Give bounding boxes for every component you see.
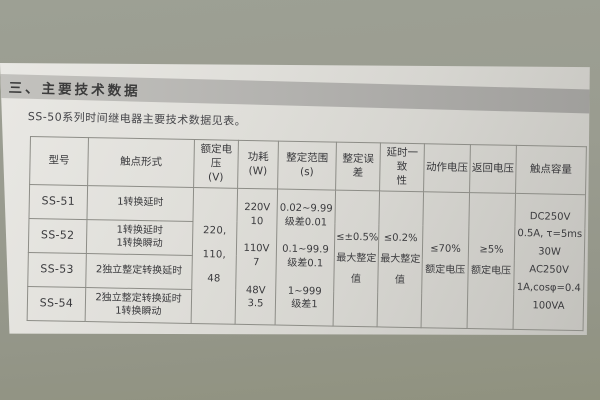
return-voltage-cell: ≥5% 额定电压 <box>467 192 516 329</box>
section-heading: 三、主要技术数据 <box>8 80 141 100</box>
document-page: 三、主要技术数据 SS-50系列时间继电器主要技术数据见表。 型号 触点形式 额… <box>0 63 590 335</box>
section-heading-bar: 三、主要技术数据 <box>0 74 590 114</box>
model-cell: SS-51 <box>28 184 88 220</box>
intro-text: SS-50系列时间继电器主要技术数据见表。 <box>27 109 247 128</box>
col-header-setting-error: 整定误差 <box>335 142 381 191</box>
setting-error-cell: ≤±0.5% 最大整定 值 <box>333 189 380 327</box>
col-header-delay-consistency: 延时一致 性 <box>379 142 425 192</box>
operate-voltage-cell: ≤70% 额定电压 <box>421 191 470 329</box>
spec-table: 型号 触点形式 额定电压 (V) 功耗 (W) 整定范围 (s) 整定误差 延时… <box>27 136 587 331</box>
col-header-operate-voltage: 动作电压 <box>423 143 471 193</box>
col-header-contact-capacity: 触点容量 <box>515 145 587 195</box>
col-header-power: 功耗 (W) <box>237 140 279 189</box>
contact-form-cell: 1转换延时 1转换瞬动 <box>86 219 193 256</box>
col-header-return-voltage: 返回电压 <box>469 144 517 193</box>
contact-form-cell: 2独立整定转换延时 1转换瞬动 <box>85 287 192 323</box>
col-header-setting-range: 整定范围 (s) <box>277 141 337 190</box>
delay-consistency-cell: ≤0.2% 最大整定 值 <box>377 190 424 328</box>
power-consumption-cell: 220V 10 110V 7 48V 3.5 <box>235 187 278 325</box>
contact-capacity-cell: DC250V 0.5A, τ=5ms 30W AC250V 1A,cosφ=0.… <box>513 192 586 331</box>
model-cell: SS-53 <box>27 252 87 288</box>
contact-form-cell: 2独立整定转换延时 <box>85 253 193 290</box>
col-header-rated-voltage: 额定电压 (V) <box>193 139 239 188</box>
col-header-contact-form: 触点形式 <box>87 137 195 188</box>
model-cell: SS-54 <box>27 285 86 322</box>
model-cell: SS-52 <box>28 218 87 254</box>
col-header-model: 型号 <box>29 136 89 186</box>
contact-form-cell: 1转换延时 <box>86 185 194 222</box>
setting-range-cell: 0.02~9.99 级差0.01 0.1~99.9 级差0.1 1~999 级差… <box>275 188 336 326</box>
rated-voltage-cell: 220, 110, 48 <box>191 187 238 324</box>
